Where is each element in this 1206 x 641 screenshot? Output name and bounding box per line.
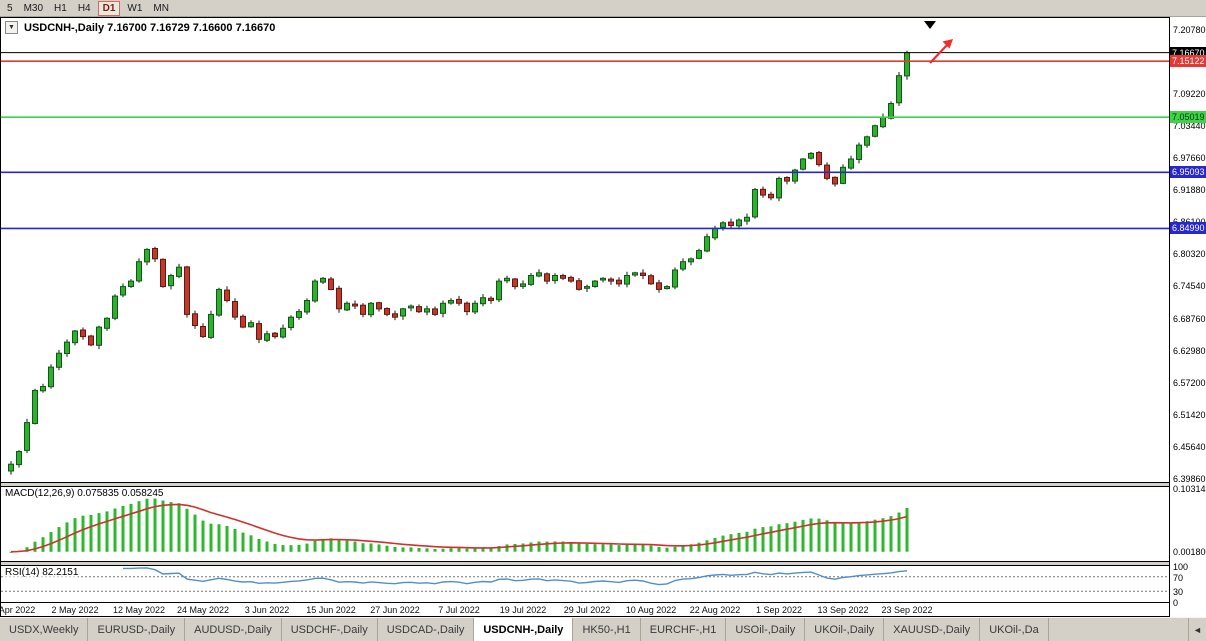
price-axis-label: 6.45640 (1173, 441, 1206, 452)
price-axis-label: 7.09220 (1173, 88, 1206, 99)
chart-title: USDCNH-,Daily (24, 21, 105, 34)
price-axis-label: 6.62980 (1173, 345, 1206, 356)
main-chart-panel[interactable]: ▼ USDCNH-,Daily 7.16700 7.16729 7.16600 … (1, 18, 1169, 482)
rsi-axis-label: 30 (1173, 587, 1184, 598)
tab-eurusd-daily[interactable]: EURUSD-,Daily (88, 618, 186, 641)
panel-splitter-1[interactable] (1, 482, 1169, 487)
tab-ukoil-daily[interactable]: UKOil-,Daily (805, 618, 885, 641)
macd-axis-label: 0.001800 (1173, 546, 1206, 557)
timeframe-button-5[interactable]: 5 (7, 2, 13, 14)
price-axis-label: 7.20780 (1173, 24, 1206, 35)
timeframe-bar: 5 M30 H1 H4 D1 W1 MN (0, 0, 1206, 17)
timeframe-button-w1[interactable]: W1 (127, 2, 143, 14)
price-badge-support-line-green: 7.05019 (1170, 111, 1206, 124)
price-axis-label: 6.97660 (1173, 153, 1206, 164)
time-axis-label: 3 Jun 2022 (244, 605, 290, 615)
tab-xauusd-daily[interactable]: XAUUSD-,Daily (884, 618, 981, 641)
macd-axis-label: 0.103149 (1173, 484, 1206, 495)
time-axis-label: 13 Sep 2022 (817, 605, 869, 615)
price-axis-label: 6.51420 (1173, 409, 1206, 420)
rsi-axis-label: 100 (1173, 562, 1189, 572)
macd-values: 0.075835 0.058245 (77, 488, 164, 499)
chart-dropdown-icon[interactable]: ▼ (5, 21, 18, 34)
price-axis-label: 6.80320 (1173, 249, 1206, 260)
tab-usdchf-daily[interactable]: USDCHF-,Daily (282, 618, 378, 641)
time-axis-label: 12 May 2022 (112, 605, 166, 615)
time-axis-label: 19 Jul 2022 (499, 605, 547, 615)
price-axis-label: 6.39860 (1173, 473, 1206, 484)
time-axis-label: 10 Aug 2022 (625, 605, 677, 615)
timeframe-button-d1[interactable]: D1 (97, 0, 121, 16)
tab-usdcnh-daily[interactable]: USDCNH-,Daily (474, 618, 574, 641)
tab-usdx-weekly[interactable]: USDX,Weekly (0, 618, 89, 641)
macd-signal-line (10, 503, 908, 553)
time-axis-label: 22 Aug 2022 (689, 605, 741, 615)
chart-workspace: ▼ USDCNH-,Daily 7.16700 7.16729 7.16600 … (0, 17, 1206, 617)
tab-hk50-h1[interactable]: HK50-,H1 (573, 618, 641, 641)
price-axis-label: 7.03440 (1173, 121, 1206, 131)
tab-ukoil-da[interactable]: UKOil-,Da (980, 618, 1049, 641)
timeframe-button-m30[interactable]: M30 (23, 2, 44, 14)
time-axis-label: 24 May 2022 (176, 605, 230, 615)
price-badge-resistance-line: 7.15122 (1170, 55, 1206, 68)
timeframe-button-mn[interactable]: MN (153, 2, 169, 14)
time-axis-label: 2 May 2022 (51, 605, 99, 615)
tab-eurchf-h1[interactable]: EURCHF-,H1 (641, 618, 727, 641)
time-axis-label: 23 Sep 2022 (881, 605, 933, 615)
price-axis-label: 6.91880 (1173, 185, 1206, 196)
tab-usdcad-daily[interactable]: USDCAD-,Daily (378, 618, 475, 641)
price-axis-label: 6.74540 (1173, 281, 1206, 292)
price-badge-support-line-blue-2: 6.84990 (1170, 222, 1206, 235)
price-axis-label: 6.86100 (1173, 217, 1206, 227)
price-badge-support-line-blue-1: 6.95093 (1170, 166, 1206, 179)
rsi-line (123, 567, 908, 586)
price-axis-label: 6.57200 (1173, 377, 1206, 388)
time-axis-label: 1 Sep 2022 (755, 605, 803, 615)
timeframe-button-h1[interactable]: H1 (54, 2, 67, 14)
chart-title-row: ▼ USDCNH-,Daily 7.16700 7.16729 7.16600 … (5, 21, 275, 34)
tab-usoil-daily[interactable]: USOil-,Daily (726, 618, 806, 641)
macd-panel[interactable]: MACD(12,26,9) 0.075835 0.058245 (1, 487, 1169, 561)
time-axis-label: 27 Jun 2022 (370, 605, 420, 615)
time-axis-label: 15 Jun 2022 (306, 605, 356, 615)
rsi-title: RSI(14) (5, 567, 40, 578)
rsi-value: 82.2151 (42, 567, 79, 578)
time-axis-label: 29 Jul 2022 (563, 605, 611, 615)
time-axis[interactable]: 20 Apr 2022 2 May 2022 12 May 2022 24 May 2… (1, 602, 1169, 616)
symbol-tab-bar: USDX,Weekly EURUSD-,Daily AUDUSD-,Daily USD… (0, 617, 1206, 641)
price-axis-label: 6.68760 (1173, 313, 1206, 324)
panel-splitter-2[interactable] (1, 561, 1169, 566)
price-axis[interactable]: 7.20780 7.09220 7.03440 6.97660 6.91880 6.861… (1170, 17, 1206, 617)
tabs-scroll-left-icon[interactable]: ◄ (1188, 618, 1206, 641)
tab-audusd-daily[interactable]: AUDUSD-,Daily (185, 618, 282, 641)
rsi-panel[interactable]: RSI(14) 82.2151 (1, 566, 1169, 602)
chart-ohlc-values: 7.16700 7.16729 7.16600 7.16670 (107, 21, 276, 34)
charts-column: ▼ USDCNH-,Daily 7.16700 7.16729 7.16600 … (0, 17, 1170, 617)
time-axis-label: 7 Jul 2022 (438, 605, 480, 615)
timeframe-button-h4[interactable]: H4 (77, 2, 91, 14)
up-arrow-annotation[interactable] (929, 43, 949, 64)
down-triangle-marker[interactable] (924, 21, 936, 29)
macd-title: MACD(12,26,9) (5, 488, 75, 499)
rsi-axis-label: 0 (1173, 598, 1179, 608)
time-axis-label: 20 Apr 2022 (0, 605, 36, 615)
rsi-axis-label: 70 (1173, 572, 1184, 583)
up-arrow-head (942, 39, 953, 49)
